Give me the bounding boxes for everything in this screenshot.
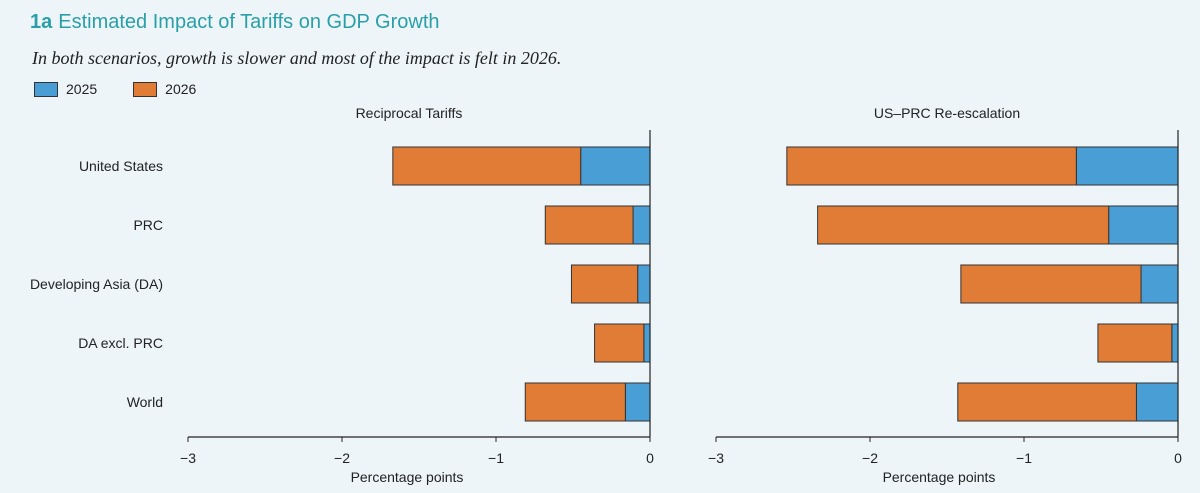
- us-prc-bar-2025-1: [1108, 205, 1179, 245]
- us-prc-x-tick-label: 0: [1174, 450, 1182, 466]
- legend: 2025 2026: [34, 81, 232, 97]
- reciprocal-x-tick-label: −2: [334, 450, 350, 466]
- reciprocal-bar-2025-0: [580, 146, 651, 186]
- reciprocal-bar-2026-1: [544, 205, 634, 245]
- us-prc-bar-2025-0: [1075, 146, 1179, 186]
- legend-item-2025: 2025: [34, 81, 97, 97]
- us-prc-panel-title: US–PRC Re-escalation: [874, 105, 1020, 121]
- reciprocal-bar-2026-0: [392, 146, 582, 186]
- reciprocal-x-tick-label: −1: [488, 450, 504, 466]
- legend-label-2025: 2025: [66, 81, 98, 97]
- figure-number: 1a: [30, 11, 53, 33]
- us-prc-x-axis-title: Percentage points: [883, 469, 996, 485]
- category-label: PRC: [133, 217, 163, 233]
- us-prc-bar-2026-1: [817, 205, 1110, 245]
- us-prc-x-tick-label: −1: [1016, 450, 1032, 466]
- reciprocal-bar-2025-4: [624, 382, 651, 422]
- us-prc-bar-2026-3: [1097, 323, 1173, 363]
- reciprocal-bar-2026-2: [570, 264, 639, 304]
- figure-subtitle: In both scenarios, growth is slower and …: [32, 48, 562, 68]
- reciprocal-bar-2025-3: [643, 323, 651, 363]
- legend-swatch-2026: [133, 81, 158, 97]
- category-label: DA excl. PRC: [78, 335, 163, 351]
- reciprocal-bar-2025-1: [632, 205, 651, 245]
- reciprocal-x-axis-title: Percentage points: [351, 469, 464, 485]
- us-prc-x-tick-label: −2: [862, 450, 878, 466]
- us-prc-bar-2026-0: [786, 146, 1077, 186]
- legend-label-2026: 2026: [165, 81, 197, 97]
- category-label: Developing Asia (DA): [30, 276, 163, 292]
- legend-swatch-2025: [34, 81, 58, 97]
- us-prc-bar-2025-4: [1135, 382, 1179, 422]
- reciprocal-bar-2026-3: [594, 323, 645, 363]
- reciprocal-bar-2026-4: [524, 382, 626, 422]
- us-prc-bar-2025-3: [1171, 323, 1179, 363]
- reciprocal-bar-2025-2: [637, 264, 651, 304]
- category-label: United States: [79, 158, 163, 174]
- us-prc-bar-2026-2: [960, 264, 1142, 304]
- reciprocal-panel-title: Reciprocal Tariffs: [356, 105, 463, 121]
- reciprocal-x-tick-label: 0: [646, 450, 654, 466]
- figure-title-text: Estimated Impact of Tariffs on GDP Growt…: [58, 11, 440, 33]
- category-label: World: [127, 394, 163, 410]
- legend-item-2026: 2026: [133, 81, 196, 97]
- us-prc-bar-2026-4: [957, 382, 1137, 422]
- us-prc-x-tick-label: −3: [708, 450, 724, 466]
- us-prc-bar-2025-2: [1140, 264, 1179, 304]
- reciprocal-x-tick-label: −3: [180, 450, 196, 466]
- figure-title: 1a Estimated Impact of Tariffs on GDP Gro…: [30, 11, 440, 34]
